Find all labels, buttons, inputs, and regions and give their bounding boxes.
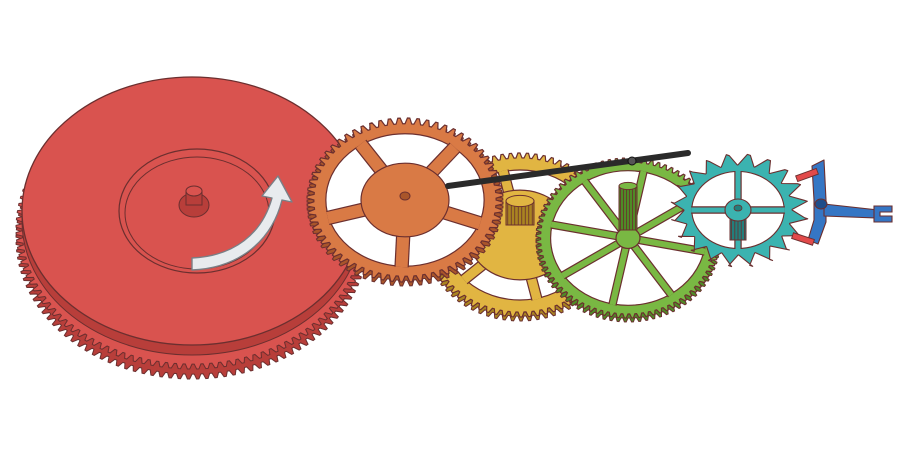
escape-arbor <box>733 204 743 212</box>
center-arbor <box>399 191 411 201</box>
fourth-wheel-spoke <box>582 179 627 235</box>
barrel-arbor-top <box>185 185 203 197</box>
fourth-pinion-body <box>618 185 638 231</box>
fourth-wheel-spoke <box>609 243 630 306</box>
seconds-hand-pivot <box>627 156 637 166</box>
pallet-fork-pivot <box>814 198 828 210</box>
fourth-wheel-spoke <box>629 241 674 297</box>
clockwise-rotation-arrow <box>191 175 293 271</box>
seconds-hand <box>445 150 691 189</box>
fourth-wheel-spoke <box>550 221 622 240</box>
mainspring-barrel <box>15 76 369 380</box>
center-wheel <box>306 117 504 287</box>
seconds-hand-bar <box>445 150 691 189</box>
fourth-wheel-spoke <box>561 238 624 279</box>
pallet-fork-lever <box>823 203 879 219</box>
pallet-fork-horns <box>873 205 893 223</box>
pallet-jewel-exit <box>791 232 815 246</box>
third-pinion-top <box>505 194 535 208</box>
pallet-jewel-entry <box>795 167 819 183</box>
pallet-fork <box>791 159 893 246</box>
fourth-pinion-top <box>618 181 638 191</box>
fourth-wheel-hub <box>615 226 641 250</box>
fourth-wheel <box>535 157 721 323</box>
escape-wheel <box>670 153 809 268</box>
